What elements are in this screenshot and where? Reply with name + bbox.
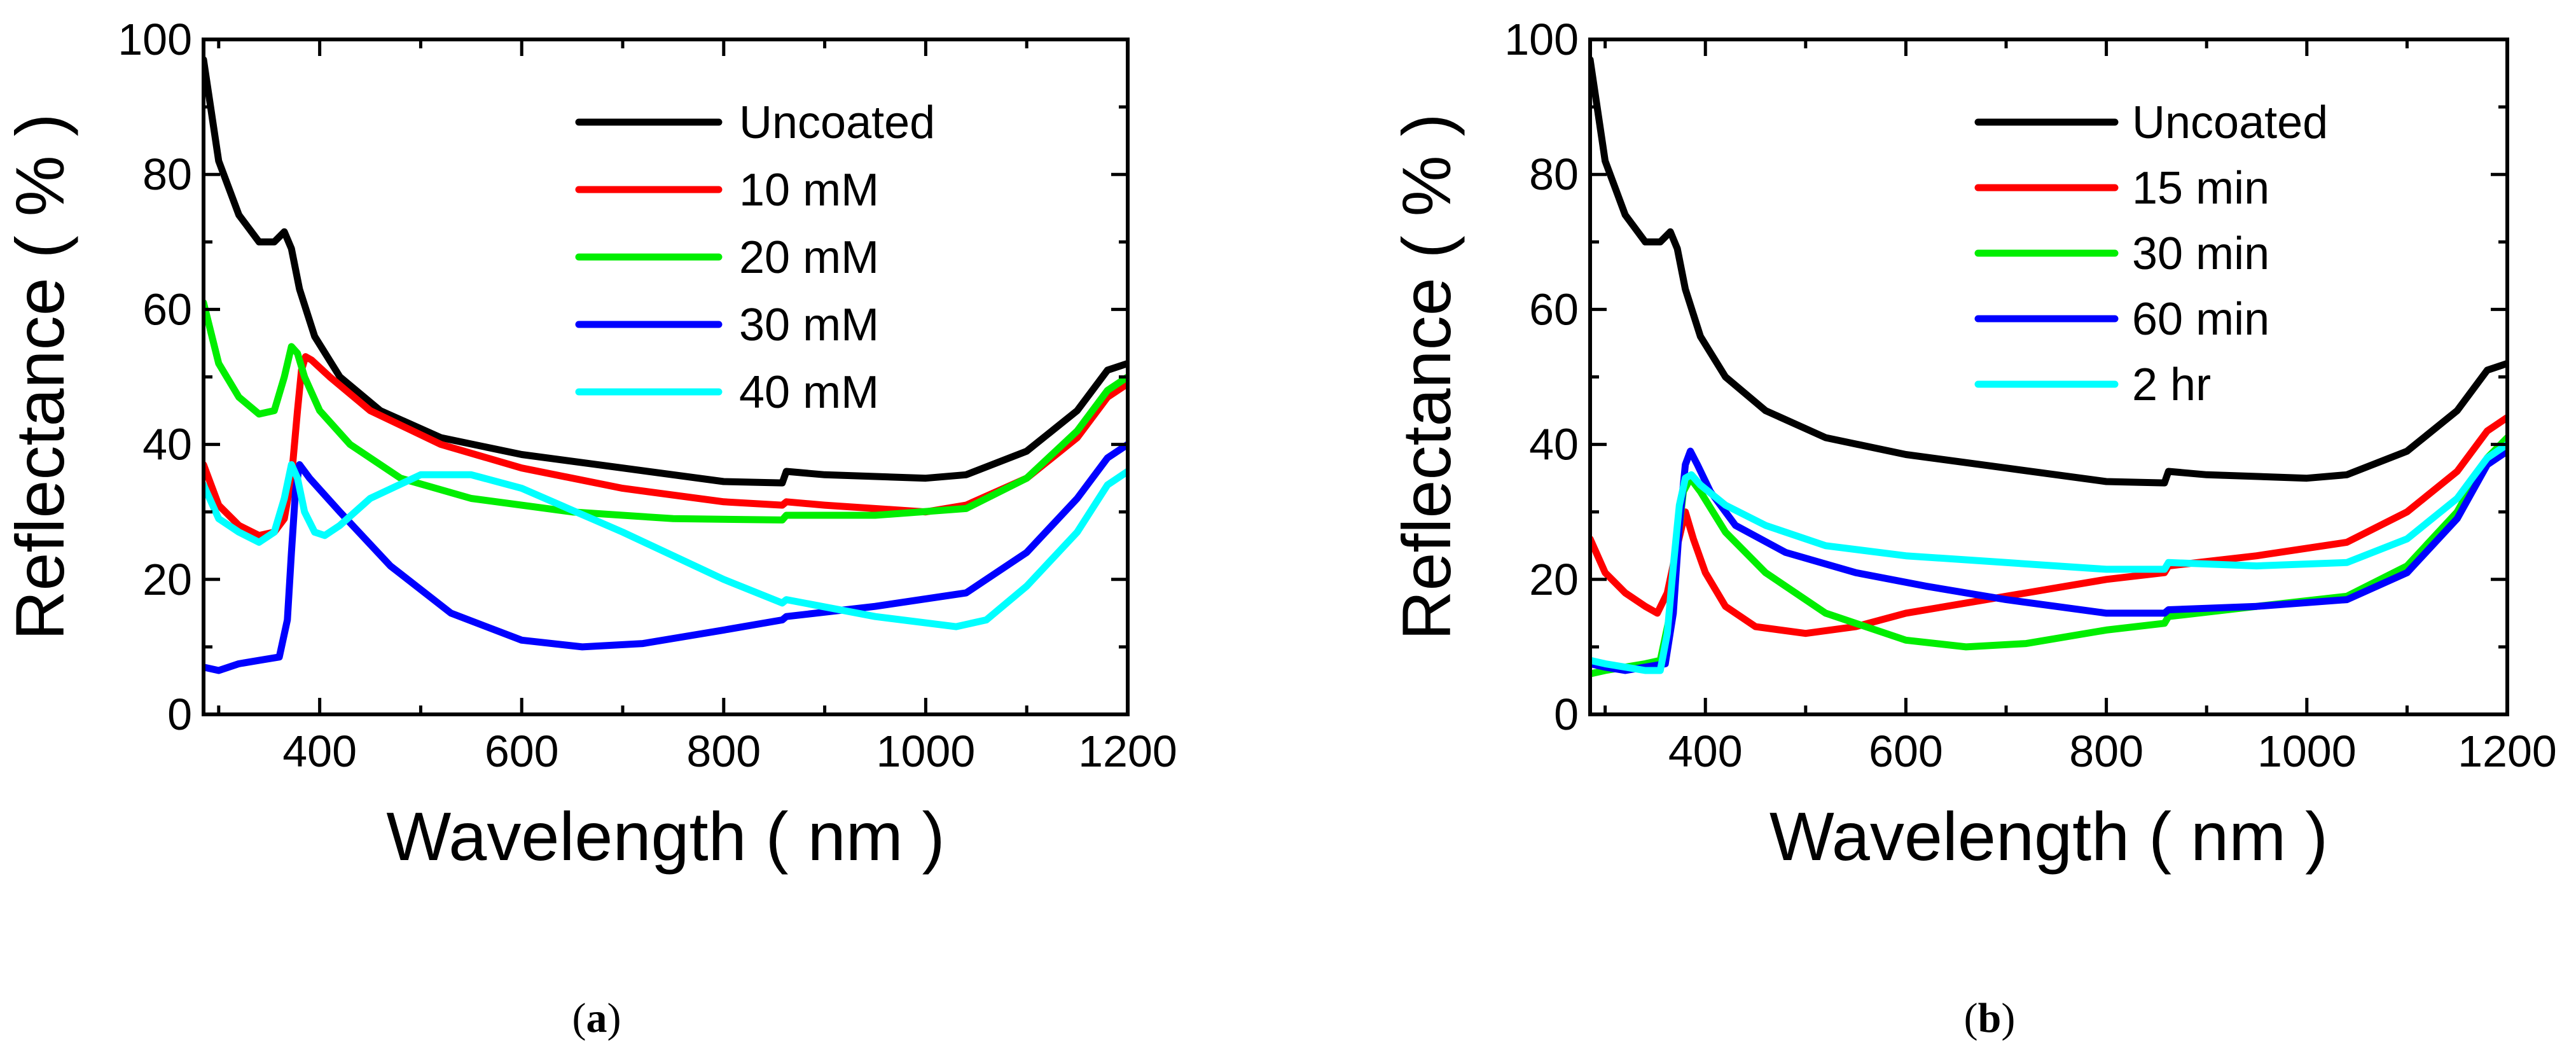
x-tick-label: 1200 <box>1078 726 1177 776</box>
legend-label: 15 min <box>2132 163 2269 214</box>
legend-label: 60 min <box>2132 294 2269 345</box>
y-axis: 0 20 40 60 80 100 <box>1504 15 2507 739</box>
y-tick-label: 100 <box>1504 15 1579 64</box>
y-tick-label: 80 <box>142 149 192 199</box>
x-tick-label: 400 <box>1668 726 1743 776</box>
series-lines <box>1590 56 2507 677</box>
x-axis: 400 600 800 1000 1200 <box>217 39 1177 776</box>
x-tick-label: 600 <box>485 726 559 776</box>
y-tick-label: 20 <box>142 555 192 604</box>
series-line-40-mm <box>204 461 1128 630</box>
x-axis: 400 600 800 1000 1200 <box>1603 39 2557 776</box>
x-axis-title: Wavelength ( nm ) <box>1769 798 2328 875</box>
series-line-15-min <box>1590 413 2507 637</box>
y-tick-label: 40 <box>1529 420 1579 469</box>
legend-label: 2 hr <box>2132 359 2211 410</box>
legend-label: Uncoated <box>2132 97 2328 148</box>
y-axis-title: Reflectance ( % ) <box>1388 113 1465 640</box>
legend-label: Uncoated <box>739 97 935 148</box>
caption-letter: a <box>586 995 607 1041</box>
legend: Uncoated 15 min 30 min 60 min 2 hr <box>1974 97 2328 410</box>
series-line-30-mm <box>204 441 1128 674</box>
y-tick-label: 60 <box>142 284 192 334</box>
y-tick-label: 0 <box>1554 690 1579 739</box>
series-line-2-hr <box>1590 441 2507 674</box>
series-lines <box>204 56 1128 674</box>
x-tick-label: 800 <box>686 726 761 776</box>
y-tick-label: 100 <box>118 15 192 64</box>
y-axis-title: Reflectance ( % ) <box>1 113 78 640</box>
chart-panel-b: 400 600 800 1000 1200 0 20 40 60 80 100 Wavelength … <box>1388 15 2557 1041</box>
series-line-20-mm <box>204 299 1128 524</box>
x-tick-label: 1000 <box>876 726 976 776</box>
chart-panel-a: 400 600 800 1000 1200 0 20 40 60 80 100 Wavelength … <box>1 15 1177 1041</box>
x-tick-label: 600 <box>1869 726 1943 776</box>
x-tick-label: 400 <box>282 726 357 776</box>
panel-caption: (a) <box>572 995 621 1041</box>
y-tick-label: 60 <box>1529 284 1579 334</box>
legend-label: 40 mM <box>739 367 879 418</box>
legend: Uncoated 10 mM 20 mM 30 mM 40 mM <box>575 97 935 418</box>
y-tick-label: 20 <box>1529 555 1579 604</box>
x-tick-label: 1000 <box>2257 726 2357 776</box>
y-tick-label: 80 <box>1529 149 1579 199</box>
legend-label: 20 mM <box>739 232 879 283</box>
series-line-10-mm <box>204 353 1128 539</box>
caption-letter: b <box>1978 995 2002 1041</box>
y-axis: 0 20 40 60 80 100 <box>118 15 1128 739</box>
x-tick-label: 1200 <box>2458 726 2557 776</box>
series-line-uncoated <box>204 56 1128 487</box>
y-tick-label: 0 <box>167 690 192 739</box>
y-tick-label: 40 <box>142 420 192 469</box>
legend-label: 30 min <box>2132 228 2269 279</box>
panel-caption: (b) <box>1964 995 2016 1041</box>
legend-label: 10 mM <box>739 165 879 216</box>
x-tick-label: 800 <box>2069 726 2143 776</box>
series-line-60-min <box>1590 447 2507 674</box>
series-line-uncoated <box>1590 56 2507 487</box>
x-axis-title: Wavelength ( nm ) <box>386 798 945 875</box>
legend-label: 30 mM <box>739 300 879 351</box>
